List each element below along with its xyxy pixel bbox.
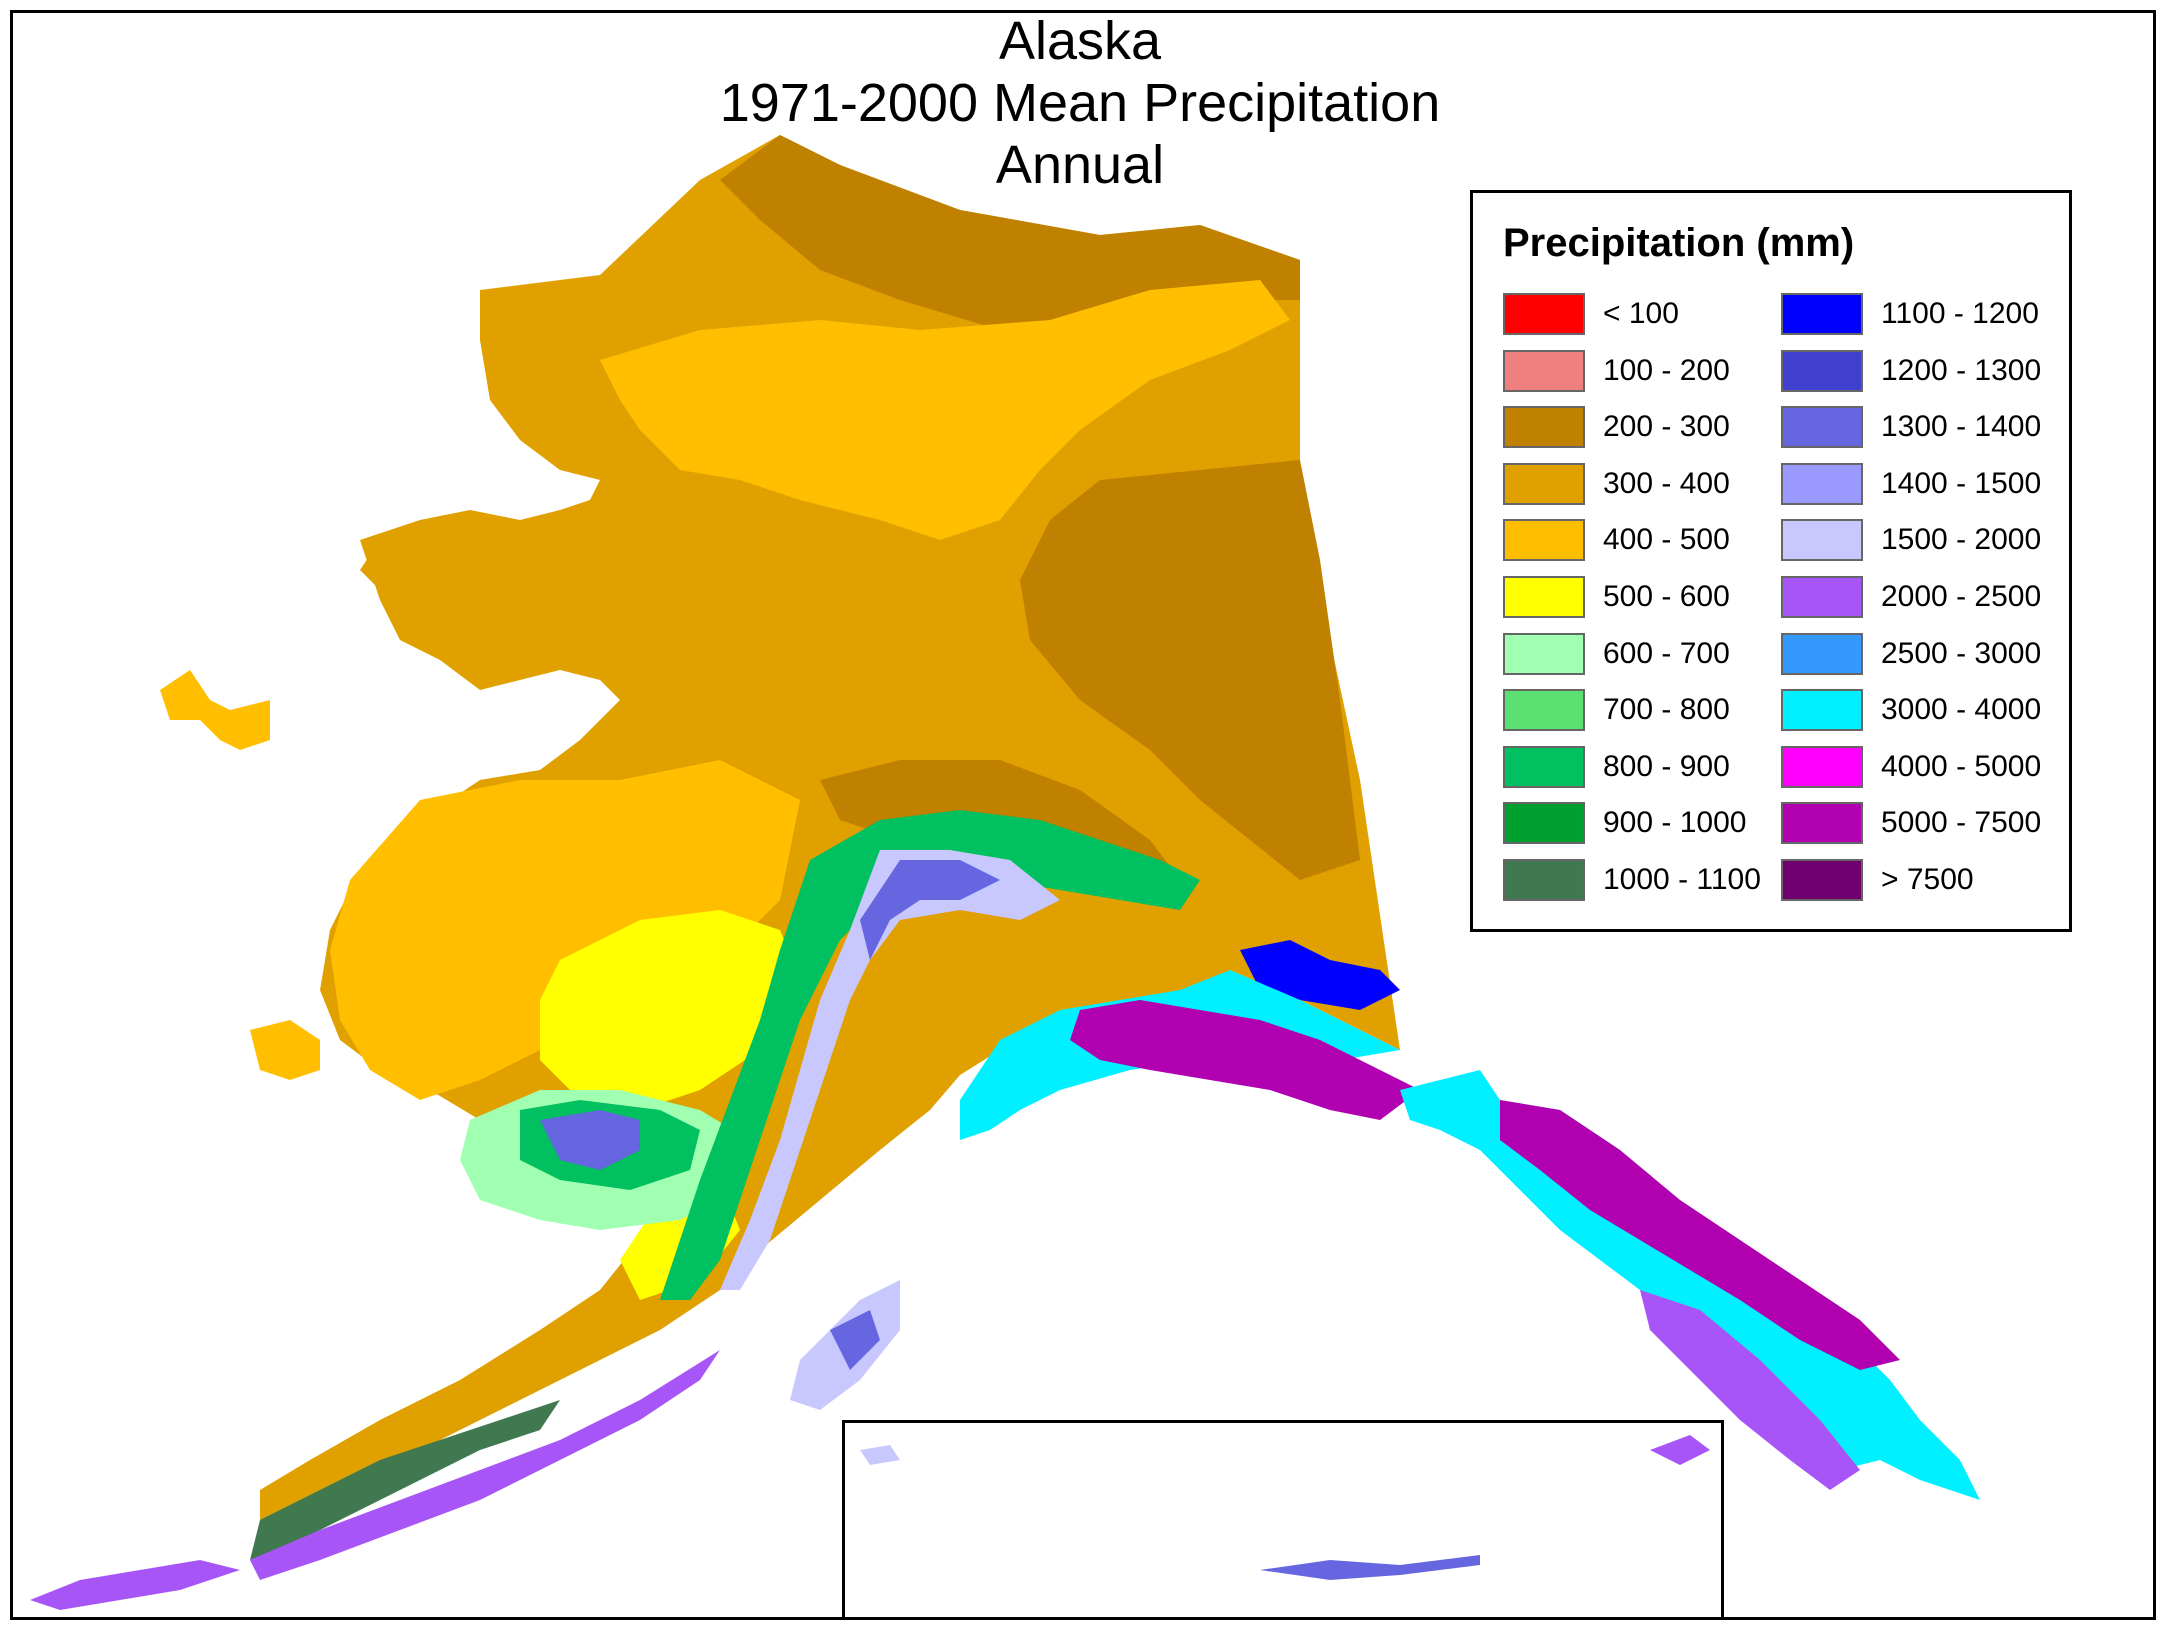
panhandle-magenta (1500, 1100, 1900, 1370)
legend-label: 3000 - 4000 (1881, 693, 2042, 727)
map-title-line-3: Annual (995, 135, 1165, 195)
legend-swatch (1781, 802, 1863, 845)
legend-label: 200 - 300 (1603, 410, 1730, 444)
legend-label: 700 - 800 (1603, 693, 1730, 727)
legend-label: 900 - 1000 (1603, 806, 1747, 840)
legend-swatch (1503, 293, 1585, 335)
legend-label: 100 - 200 (1603, 353, 1730, 387)
legend-swatch (1781, 689, 1863, 732)
kodiak-blue (830, 1310, 880, 1370)
aleutian-inset-frame (842, 1420, 1724, 1620)
north-slope-dry (720, 135, 1300, 330)
legend-swatch (1781, 632, 1863, 675)
legend-swatch (1781, 293, 1863, 335)
st-lawrence-island (160, 670, 270, 750)
legend-swatch (1503, 462, 1585, 505)
map-title-line-2: 1971-2000 Mean Precipitation (719, 73, 1441, 133)
alaska-range-lavender (720, 850, 1060, 1290)
panhandle-purple (1640, 1290, 1860, 1490)
southwest-yellow (540, 910, 800, 1110)
nunivak-island (250, 1020, 320, 1080)
legend-swatch (1503, 576, 1585, 618)
legend-label: 300 - 400 (1603, 466, 1730, 500)
brooks-range (600, 280, 1290, 540)
legend-label: 400 - 500 (1603, 523, 1730, 557)
legend-label: < 100 (1603, 297, 1679, 330)
legend-swatch (1503, 802, 1585, 845)
legend-label: 4000 - 5000 (1881, 749, 2042, 783)
legend-label: 1200 - 1300 (1881, 353, 2042, 387)
legend-label: 5000 - 7500 (1881, 806, 2042, 840)
legend: Precipitation (mm) < 100 100 - 200 200 - 3… (1470, 190, 2072, 932)
legend-swatch (1503, 519, 1585, 562)
legend-swatch (1781, 462, 1863, 505)
legend-label: 800 - 900 (1603, 749, 1730, 783)
legend-swatch (1781, 349, 1863, 392)
legend-label: 500 - 600 (1603, 580, 1730, 613)
panhandle-cyan (1400, 1070, 1980, 1500)
map-title-line-1: Alaska (998, 11, 1162, 71)
legend-label: 600 - 700 (1603, 636, 1730, 670)
inset-islands-west (860, 1445, 900, 1465)
legend-label: 2000 - 2500 (1881, 580, 2042, 613)
legend-label: 1100 - 1200 (1881, 297, 2039, 330)
legend-swatch (1503, 406, 1585, 449)
legend-swatch (1781, 576, 1863, 618)
inset-islands-east (1650, 1435, 1710, 1465)
legend-swatch (1503, 745, 1585, 788)
alaska-range-blue (860, 860, 1000, 960)
legend-label: 1000 - 1100 (1603, 863, 1761, 896)
chugach-magenta (1070, 1000, 1420, 1120)
interior-dry (1020, 460, 1360, 880)
alaska-range-green (660, 810, 1200, 1300)
legend-swatch (1781, 406, 1863, 449)
legend-swatch (1781, 519, 1863, 562)
legend-label: 1500 - 2000 (1881, 523, 2042, 557)
legend-swatch (1503, 632, 1585, 675)
legend-swatch (1781, 859, 1863, 901)
kilbuck-blue (540, 1110, 640, 1170)
legend-swatch (1503, 859, 1585, 901)
legend-swatch (1503, 349, 1585, 392)
inset-islands-mid (1260, 1555, 1480, 1580)
peninsula-green-dark (250, 1400, 560, 1560)
legend-label: > 7500 (1881, 863, 1974, 896)
legend-label: 1300 - 1400 (1881, 410, 2042, 444)
legend-label: 1400 - 1500 (1881, 466, 2042, 500)
peninsula-purple (250, 1350, 720, 1580)
legend-title: Precipitation (mm) (1503, 221, 1855, 265)
yk-delta (330, 760, 800, 1100)
aleutian-tip (30, 1560, 240, 1610)
legend-swatch (1781, 745, 1863, 788)
seward-peninsula (360, 510, 600, 680)
legend-label: 2500 - 3000 (1881, 636, 2042, 670)
legend-swatch (1503, 689, 1585, 732)
